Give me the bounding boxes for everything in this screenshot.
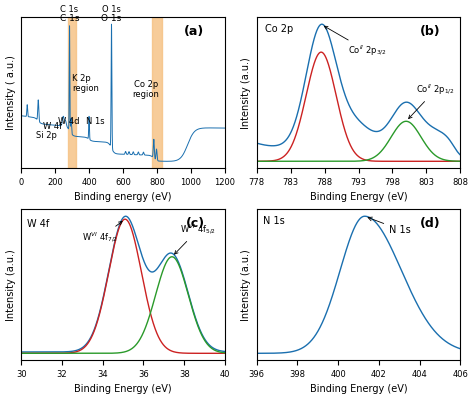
Text: C 1s: C 1s	[61, 5, 79, 14]
X-axis label: Binding Energy (eV): Binding Energy (eV)	[310, 192, 407, 202]
Text: C 1s: C 1s	[60, 14, 79, 23]
Text: W 4f: W 4f	[27, 220, 49, 230]
Text: W 4d: W 4d	[58, 118, 80, 126]
X-axis label: Binding Energy (eV): Binding Energy (eV)	[310, 384, 407, 394]
Text: (a): (a)	[184, 25, 205, 38]
X-axis label: Binding Energy (eV): Binding Energy (eV)	[74, 384, 172, 394]
Y-axis label: Intensity (a.u.): Intensity (a.u.)	[6, 249, 16, 321]
Bar	[68, 17, 76, 168]
Y-axis label: Intensity ( a.u.): Intensity ( a.u.)	[6, 55, 16, 130]
Y-axis label: Intensity (a.u.): Intensity (a.u.)	[241, 57, 251, 129]
Text: N 1s: N 1s	[263, 216, 284, 226]
Text: (d): (d)	[419, 217, 440, 230]
Text: Co$^{II}$ 2p$_{1/2}$: Co$^{II}$ 2p$_{1/2}$	[409, 82, 455, 118]
Text: (c): (c)	[185, 217, 205, 230]
Text: K 2p
region: K 2p region	[72, 74, 99, 93]
Text: Co$^{II}$ 2p$_{3/2}$: Co$^{II}$ 2p$_{3/2}$	[324, 26, 387, 58]
Text: N 1s: N 1s	[368, 217, 411, 235]
Text: O 1s: O 1s	[102, 5, 121, 14]
Text: Si 2p: Si 2p	[36, 131, 57, 140]
Y-axis label: Intensity (a.u.): Intensity (a.u.)	[241, 249, 251, 321]
Text: W$^{VI}$ 4f$_{5/2}$: W$^{VI}$ 4f$_{5/2}$	[174, 222, 216, 254]
X-axis label: Binding energy (eV): Binding energy (eV)	[74, 192, 172, 202]
Text: O 1s: O 1s	[101, 14, 122, 23]
Text: W$^{VI}$ 4f$_{7/2}$: W$^{VI}$ 4f$_{7/2}$	[82, 222, 122, 245]
Text: W 4f: W 4f	[43, 122, 62, 131]
Text: (b): (b)	[419, 25, 440, 38]
Text: N 1s: N 1s	[86, 118, 104, 126]
Text: Co 2p: Co 2p	[265, 24, 293, 34]
Bar	[152, 17, 162, 168]
Text: Co 2p
region: Co 2p region	[133, 80, 159, 99]
